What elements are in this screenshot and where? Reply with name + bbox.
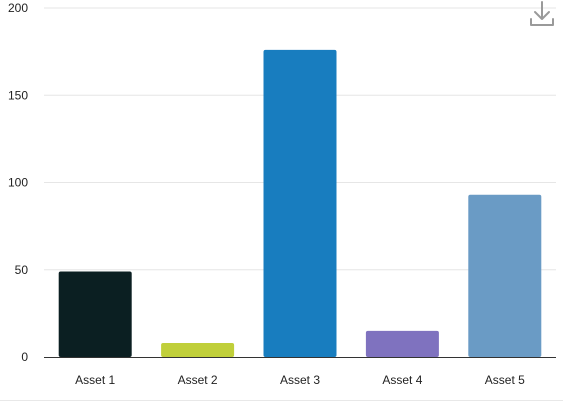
bottom-divider [0, 400, 563, 401]
y-tick-label: 0 [21, 350, 28, 364]
y-axis-ticks: 0 50 100 150 200 [8, 1, 28, 364]
x-axis-ticks: Asset 1 Asset 2 Asset 3 Asset 4 Asset 5 [75, 373, 525, 387]
bar-asset-1[interactable] [58, 271, 132, 357]
bars [58, 49, 542, 357]
download-button[interactable] [527, 0, 557, 30]
y-tick-label: 200 [8, 1, 28, 15]
x-tick-label: Asset 2 [178, 373, 218, 387]
bar-asset-4[interactable] [365, 330, 439, 357]
y-tick-label: 50 [15, 263, 29, 277]
x-tick-label: Asset 5 [485, 373, 525, 387]
bar-asset-2[interactable] [161, 343, 235, 357]
y-tick-label: 100 [8, 176, 28, 190]
y-tick-label: 150 [8, 88, 28, 102]
download-icon [530, 1, 554, 26]
bar-asset-5[interactable] [468, 194, 542, 357]
bar-asset-3[interactable] [263, 49, 337, 357]
x-tick-label: Asset 3 [280, 373, 320, 387]
x-tick-label: Asset 4 [382, 373, 422, 387]
x-tick-label: Asset 1 [75, 373, 115, 387]
